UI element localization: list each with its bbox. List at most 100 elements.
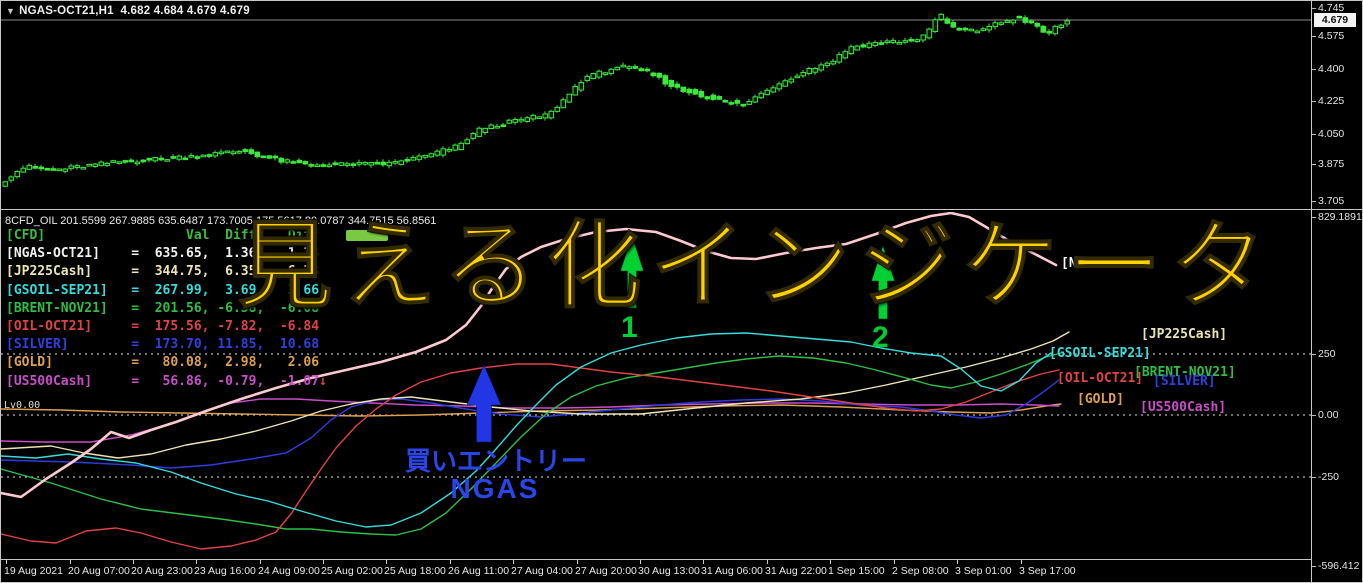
line-label-US500Cash: [US500Cash] [1140, 400, 1227, 415]
candle [248, 149, 255, 155]
candle [116, 161, 123, 164]
candle [980, 28, 987, 31]
candle [656, 72, 663, 78]
candle [74, 165, 81, 169]
candle [614, 66, 621, 71]
candle [104, 162, 111, 166]
candle [1004, 20, 1011, 23]
candle [32, 166, 39, 169]
candle [998, 22, 1005, 25]
candle [548, 110, 555, 119]
time-label: 30 Aug 13:00 [638, 565, 700, 577]
candle [992, 22, 999, 28]
main-chart-canvas[interactable] [1, 1, 1312, 209]
time-label: 20 Aug 07:00 [68, 565, 130, 577]
candle [86, 163, 93, 167]
legend-row-OIL-OCT21: [OIL-OCT21] = 175.56, -7.82, -6.84 [6, 318, 320, 334]
candle [908, 38, 915, 42]
candle [824, 62, 831, 67]
time-tick-mark [513, 560, 514, 564]
scale-tick-mark [1312, 477, 1316, 478]
series-line-NGAS-OCT21 [1, 212, 1058, 499]
candle [380, 161, 387, 166]
candle [80, 166, 87, 170]
series-line-OIL-OCT21 [1, 363, 1060, 550]
candle [122, 160, 129, 163]
candle [278, 157, 285, 163]
candle [98, 161, 105, 166]
candle [944, 18, 951, 24]
candle [464, 139, 471, 145]
candle [968, 28, 975, 32]
time-label: 26 Aug 11:00 [448, 565, 510, 577]
symbol-label: NGAS-OCT21,H1 [19, 5, 114, 17]
time-label: 25 Aug 18:00 [384, 565, 446, 577]
candle [1046, 30, 1053, 34]
scale-tick-mark [1312, 415, 1316, 416]
candle [590, 73, 597, 80]
candle [308, 164, 315, 167]
candle [956, 27, 963, 31]
candle [638, 68, 645, 72]
candle [314, 164, 321, 168]
candle [410, 157, 417, 161]
candle [872, 41, 879, 47]
candle [344, 163, 351, 166]
price-scale[interactable]: 4.745 4.575 4.400 4.225 4.050 3.875 3.705 829.1… [1312, 1, 1362, 582]
candle [266, 155, 273, 159]
candle [356, 162, 363, 165]
indicator-lines-svg [1, 212, 1312, 550]
scale-tick-label: 3.875 [1318, 158, 1345, 170]
time-label: 1 Sep 15:00 [828, 565, 885, 577]
candle [512, 118, 519, 123]
time-axis[interactable]: 19 Aug 2021 20 Aug 07:00 20 Aug 23:00 23 Au… [1, 560, 1311, 582]
indicator-panel-canvas[interactable] [1, 212, 1312, 559]
candle [830, 60, 837, 65]
candle [374, 161, 381, 165]
candle [542, 113, 549, 119]
candle [26, 164, 33, 170]
candles-svg [1, 12, 1312, 188]
candle [698, 90, 705, 98]
candle [662, 75, 669, 85]
candle [440, 148, 447, 156]
candle [458, 142, 465, 151]
candle [38, 166, 45, 170]
candle [20, 167, 27, 173]
candle [860, 44, 867, 48]
chart-dropdown-icon[interactable]: ▼ [6, 6, 16, 16]
candle [1034, 22, 1041, 27]
line-label-NGAS-OCT21: [NGAS-OCT21] [1061, 256, 1155, 271]
candle [260, 155, 267, 159]
candle [536, 116, 543, 119]
candle [194, 156, 201, 159]
candle [68, 165, 75, 169]
candle [566, 93, 573, 103]
scale-tick-mark [1312, 101, 1316, 102]
line-label-SILVER: [SILVER] [1153, 374, 1216, 389]
candle [92, 163, 99, 167]
candle [650, 72, 657, 77]
time-tick-mark [703, 560, 704, 564]
candle [1064, 20, 1071, 25]
time-label: 27 Aug 04:00 [511, 565, 573, 577]
time-label: 20 Aug 23:00 [131, 565, 193, 577]
candle [572, 86, 579, 96]
candle [674, 83, 681, 88]
candle [218, 151, 225, 155]
candle [632, 66, 639, 69]
candle [2, 181, 9, 187]
candle [926, 28, 933, 39]
candle [626, 66, 633, 69]
legend-row-GOLD: [GOLD] = 80.08, 2.98, 2.06 [6, 355, 320, 371]
arrow-number-2: 2 [872, 321, 889, 354]
time-tick-mark [386, 560, 387, 564]
time-label: 23 Aug 16:00 [194, 565, 256, 577]
candle [284, 159, 291, 163]
series-line-BRENT-NOV21 [1, 352, 1062, 536]
time-tick-mark [196, 560, 197, 564]
scale-tick-mark [1312, 566, 1316, 567]
time-tick-mark [133, 560, 134, 564]
scale-tick-label: 4.575 [1318, 30, 1345, 42]
candle [938, 13, 945, 20]
